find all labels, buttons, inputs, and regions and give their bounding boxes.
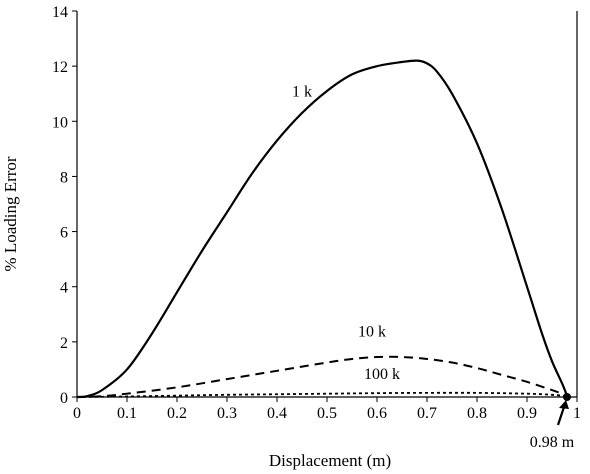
annotation-label: 0.98 m <box>530 434 575 451</box>
y-tick-label: 8 <box>60 169 68 186</box>
x-tick-label: 1 <box>573 405 581 422</box>
y-tick-label: 12 <box>52 59 68 76</box>
y-tick-label: 6 <box>60 225 68 242</box>
x-tick-label: 0.8 <box>467 405 487 422</box>
endpoint-marker <box>563 393 571 401</box>
x-axis-title: Displacement (m) <box>269 451 391 470</box>
annotation-arrowhead <box>559 400 569 409</box>
x-tick-label: 0.9 <box>517 405 537 422</box>
y-tick-label: 10 <box>52 114 68 131</box>
annotation-label: 1 k <box>292 83 312 100</box>
series-line-2 <box>76 355 568 398</box>
x-tick-label: 0 <box>73 405 81 422</box>
x-tick-label: 0.2 <box>167 405 187 422</box>
series-line-1 <box>76 59 569 399</box>
annotation-layer: 1 k 10 k 100 k 0.98 m <box>292 83 575 451</box>
annotation-label: 10 k <box>358 323 386 340</box>
y-tick-label: 14 <box>52 4 68 21</box>
x-tick-label: 0.3 <box>217 405 237 422</box>
x-tick-label: 0.7 <box>417 405 437 422</box>
x-tick-label: 0.4 <box>267 405 287 422</box>
x-tick-label: 0.6 <box>367 405 387 422</box>
y-tick-label: 2 <box>60 335 68 352</box>
x-tick-label: 0.1 <box>117 405 137 422</box>
x-tick-label: 0.5 <box>317 405 337 422</box>
annotation-label: 100 k <box>364 366 400 383</box>
y-axis-title: % Loading Error <box>1 156 20 272</box>
series-layer <box>76 59 571 401</box>
series-line-3 <box>76 391 568 398</box>
y-tick-label: 4 <box>60 280 68 297</box>
y-tick-label: 0 <box>60 390 68 407</box>
